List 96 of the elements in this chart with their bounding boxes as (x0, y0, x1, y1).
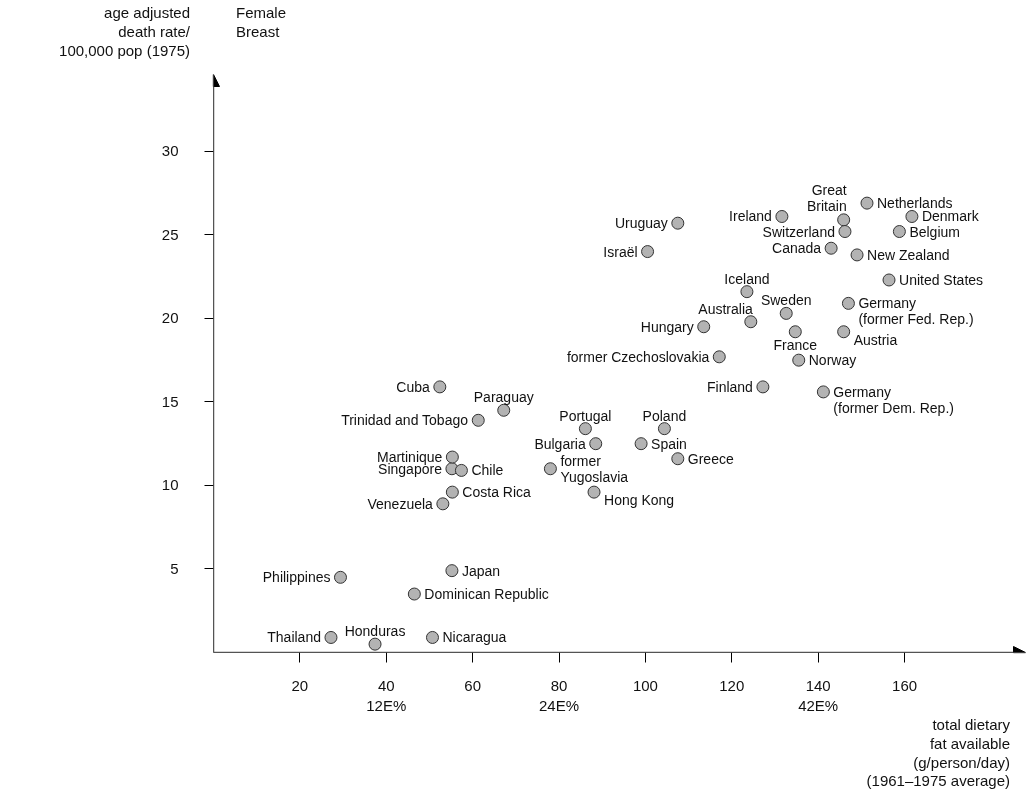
point (860, 196, 874, 210)
point (816, 385, 830, 399)
annotation: Bulgaria (534, 435, 586, 452)
annotation: Switzerland (762, 223, 835, 240)
annotation: Japan (461, 562, 501, 579)
x-tick-label: 140 42E% (798, 676, 839, 714)
annotation: New Zealand (867, 246, 950, 263)
point (471, 413, 485, 427)
annotation: Hong Kong (604, 492, 675, 509)
point (641, 245, 655, 259)
point (712, 350, 726, 364)
point (657, 422, 671, 436)
point (445, 450, 459, 464)
annotation: Norway (808, 352, 857, 369)
annotation: Sweden (760, 292, 812, 309)
annotation: Finland (706, 378, 753, 395)
annotation: Great Britain (806, 181, 847, 214)
point (587, 485, 601, 499)
point (433, 380, 447, 394)
x-tick-label: 160 (892, 676, 918, 694)
point (425, 630, 439, 644)
annotation: Poland (642, 407, 687, 424)
y-tick-label: 5 (170, 559, 179, 577)
annotation: Trinidad and Tobago (341, 412, 469, 429)
x-axis-title: total dietary fat available (g/person/day) (1961–1975 average) (866, 716, 1010, 791)
point (324, 630, 338, 644)
x-tick-label: 40 12E% (366, 676, 407, 714)
x-tick-label: 100 (632, 676, 658, 694)
point (850, 248, 864, 262)
y-tick-label: 15 (161, 392, 179, 410)
y-tick-label: 10 (161, 476, 179, 494)
y-tick-label: 30 (161, 142, 179, 160)
point (882, 273, 896, 287)
point (445, 485, 459, 499)
annotation: United States (899, 271, 984, 288)
annotation: former Czechoslovakia (566, 348, 710, 365)
x-tick-label: 20 (291, 676, 309, 694)
point (671, 452, 685, 466)
point (792, 353, 806, 367)
annotation: Hungary (640, 318, 694, 335)
annotation: Israël (603, 243, 638, 260)
point (407, 587, 421, 601)
x-tick-label: 60 (464, 676, 481, 694)
point (892, 225, 906, 239)
annotation: Spain (651, 435, 687, 452)
point (740, 285, 754, 299)
x-tick-label: 120 (719, 676, 745, 694)
point (824, 241, 838, 255)
point (775, 210, 789, 223)
point (333, 570, 347, 584)
annotation: former Yugoslavia (560, 452, 629, 485)
annotation: Cuba (396, 378, 431, 395)
annotation: Iceland (724, 270, 770, 287)
annotation: Ireland (729, 208, 772, 225)
point (445, 564, 459, 578)
point (436, 497, 450, 511)
point (744, 315, 758, 329)
point (837, 325, 851, 339)
annotation: France (773, 336, 818, 353)
point (905, 210, 919, 223)
y-axis-title: age adjusted death rate/ 100,000 pop (1975) (59, 4, 190, 61)
annotation: Uruguay (614, 215, 668, 232)
annotation: Australia (698, 300, 754, 317)
annotation: Portugal (559, 407, 612, 424)
point (368, 637, 382, 651)
point (697, 320, 711, 334)
annotation: Belgium (909, 223, 960, 240)
point (838, 225, 852, 239)
annotation: Greece (687, 450, 734, 467)
annotation: Nicaragua (442, 629, 507, 646)
y-tick-label: 25 (161, 225, 179, 243)
y-tick-label: 20 (161, 309, 179, 327)
annotation: Venezuela (367, 495, 434, 512)
point (788, 325, 802, 339)
annotation: Austria (853, 331, 898, 348)
point (589, 437, 603, 451)
chart-title: Female Breast (236, 4, 287, 42)
annotation: Philippines (262, 569, 331, 586)
annotation: Dominican Republic (424, 586, 549, 603)
annotation: Paraguay (473, 389, 534, 406)
point (671, 216, 685, 230)
point (841, 296, 855, 310)
annotation: Chile (471, 462, 504, 479)
annotation: Canada (772, 240, 822, 257)
annotation: Thailand (267, 629, 321, 646)
annotation: Germany (former Dem. Rep.) (833, 383, 954, 416)
point (634, 437, 648, 451)
point (837, 213, 851, 227)
annotation: Honduras (344, 623, 406, 640)
annotation: Costa Rica (462, 484, 532, 501)
x-tick-label: 80 24E% (539, 676, 580, 714)
annotation: Germany (former Fed. Rep.) (858, 295, 974, 328)
point (779, 306, 793, 320)
point (543, 462, 557, 476)
point (756, 380, 770, 394)
point (454, 463, 468, 477)
